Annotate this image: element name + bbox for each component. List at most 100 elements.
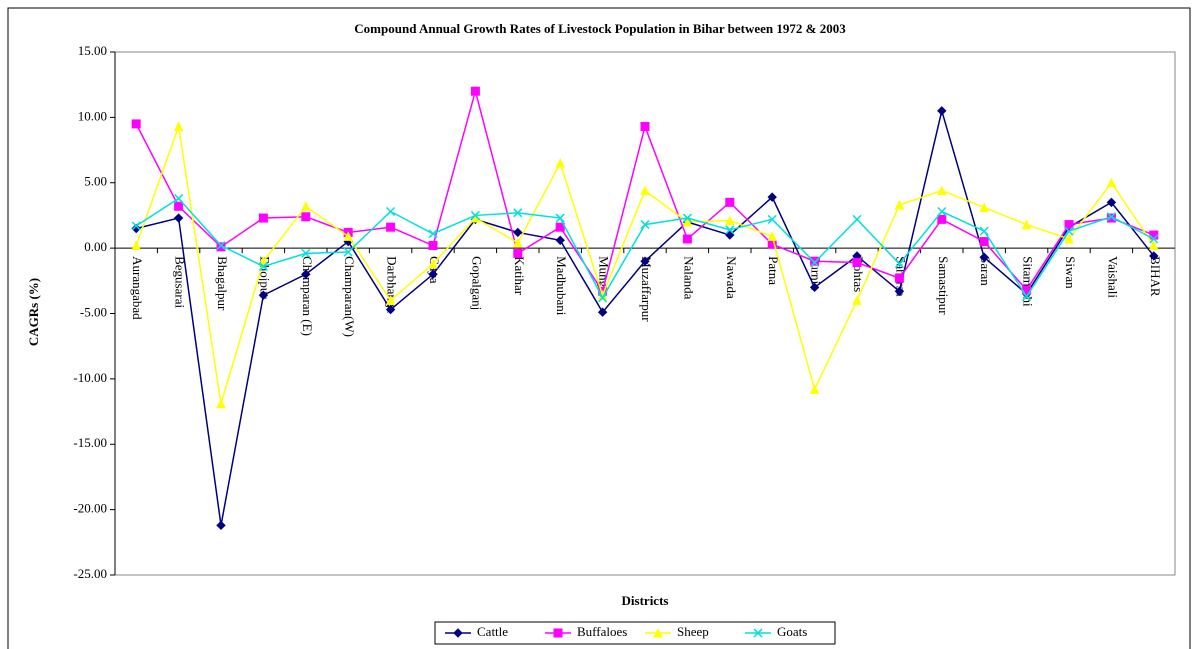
x-tick-label: Begusarai: [173, 256, 188, 308]
data-point: [682, 213, 692, 223]
y-tick-label: 10.00: [78, 108, 107, 123]
data-point: [386, 206, 396, 217]
x-axis-label: Districts: [622, 593, 669, 608]
x-tick-label: Katihar: [512, 256, 527, 296]
data-point: [428, 269, 438, 279]
data-point: [513, 248, 523, 258]
x-tick-label: Aurangabad: [130, 256, 145, 320]
data-point: [470, 210, 480, 220]
x-tick-label: Gaya: [427, 256, 442, 284]
y-tick-label: 5.00: [84, 174, 107, 189]
data-point: [131, 119, 141, 129]
data-point: [937, 106, 947, 116]
data-point: [513, 227, 523, 238]
data-point: [979, 237, 989, 247]
data-point: [810, 256, 820, 266]
data-point: [512, 237, 523, 248]
legend-box: [434, 621, 836, 645]
data-point: [1149, 251, 1159, 261]
x-tick-label: Samastipur: [936, 256, 951, 315]
data-point: [174, 193, 184, 203]
y-tick-label: -15.00: [73, 435, 107, 450]
data-point: [809, 282, 820, 293]
x-tick-label: Madhubani: [554, 256, 569, 316]
data-point: [174, 201, 184, 211]
data-point: [428, 241, 438, 251]
data-point: [131, 221, 141, 231]
data-point: [301, 212, 311, 222]
data-point: [258, 290, 269, 300]
data-point: [894, 199, 905, 210]
data-point: [513, 208, 523, 218]
data-point: [1064, 226, 1074, 236]
legend-marker: [653, 627, 663, 638]
data-point: [682, 216, 693, 227]
data-point: [428, 258, 438, 269]
data-point: [428, 229, 438, 239]
data-point: [1106, 197, 1117, 208]
data-point: [131, 240, 142, 251]
data-point: [173, 213, 184, 223]
data-point: [937, 206, 947, 217]
data-point: [1106, 212, 1116, 222]
data-point: [597, 307, 608, 317]
data-point: [852, 258, 862, 268]
data-point: [131, 223, 141, 234]
data-point: [343, 247, 353, 257]
x-tick-label: Saran: [978, 256, 993, 286]
x-tick-label: Champaran (E): [300, 256, 315, 336]
data-point: [810, 257, 820, 268]
data-point: [640, 256, 650, 266]
data-point: [470, 86, 480, 96]
data-point: [809, 384, 820, 394]
data-point: [724, 215, 735, 226]
y-axis-label: CAGRs (%): [26, 278, 41, 346]
y-tick-label: -20.00: [73, 501, 107, 516]
data-point: [343, 231, 354, 241]
data-point: [555, 213, 565, 223]
data-point: [216, 240, 226, 251]
x-tick-label: Gopalganj: [469, 256, 484, 310]
x-tick-label: Nawada: [724, 256, 739, 299]
data-point: [937, 214, 947, 224]
data-point: [979, 252, 989, 262]
data-point: [216, 520, 226, 531]
data-point: [258, 256, 269, 266]
data-point: [1064, 220, 1074, 230]
data-point: [979, 226, 989, 236]
data-point: [1106, 177, 1117, 188]
data-point: [894, 286, 905, 296]
data-point: [258, 261, 268, 271]
data-point: [725, 230, 735, 240]
legend-label: Sheep: [677, 624, 709, 639]
y-tick-label: -5.00: [80, 304, 107, 319]
y-tick-label: -10.00: [73, 370, 107, 385]
data-point: [216, 398, 226, 409]
data-point: [640, 185, 650, 196]
data-point: [1022, 291, 1032, 302]
data-point: [301, 269, 311, 279]
data-point: [555, 235, 565, 245]
legend-marker: [753, 628, 763, 638]
data-point: [852, 214, 862, 224]
data-point: [767, 192, 777, 202]
legend-label: Cattle: [477, 624, 508, 639]
x-tick-label: Darbhanga: [385, 256, 400, 313]
data-point: [894, 259, 904, 269]
data-point: [598, 293, 608, 303]
x-tick-label: Patna: [766, 256, 781, 285]
legend-label: Goats: [777, 624, 807, 639]
y-tick-label: -25.00: [73, 566, 107, 581]
data-point: [173, 121, 184, 132]
data-point: [385, 295, 396, 305]
data-point: [767, 231, 778, 241]
legend-marker: [453, 628, 463, 638]
data-point: [1064, 233, 1074, 244]
data-point: [301, 248, 311, 258]
data-point: [385, 304, 396, 315]
x-tick-label: Muzaffarpur: [639, 256, 654, 322]
legend-label: Buffaloes: [577, 624, 627, 639]
data-point: [640, 220, 650, 230]
data-point: [1149, 234, 1159, 244]
